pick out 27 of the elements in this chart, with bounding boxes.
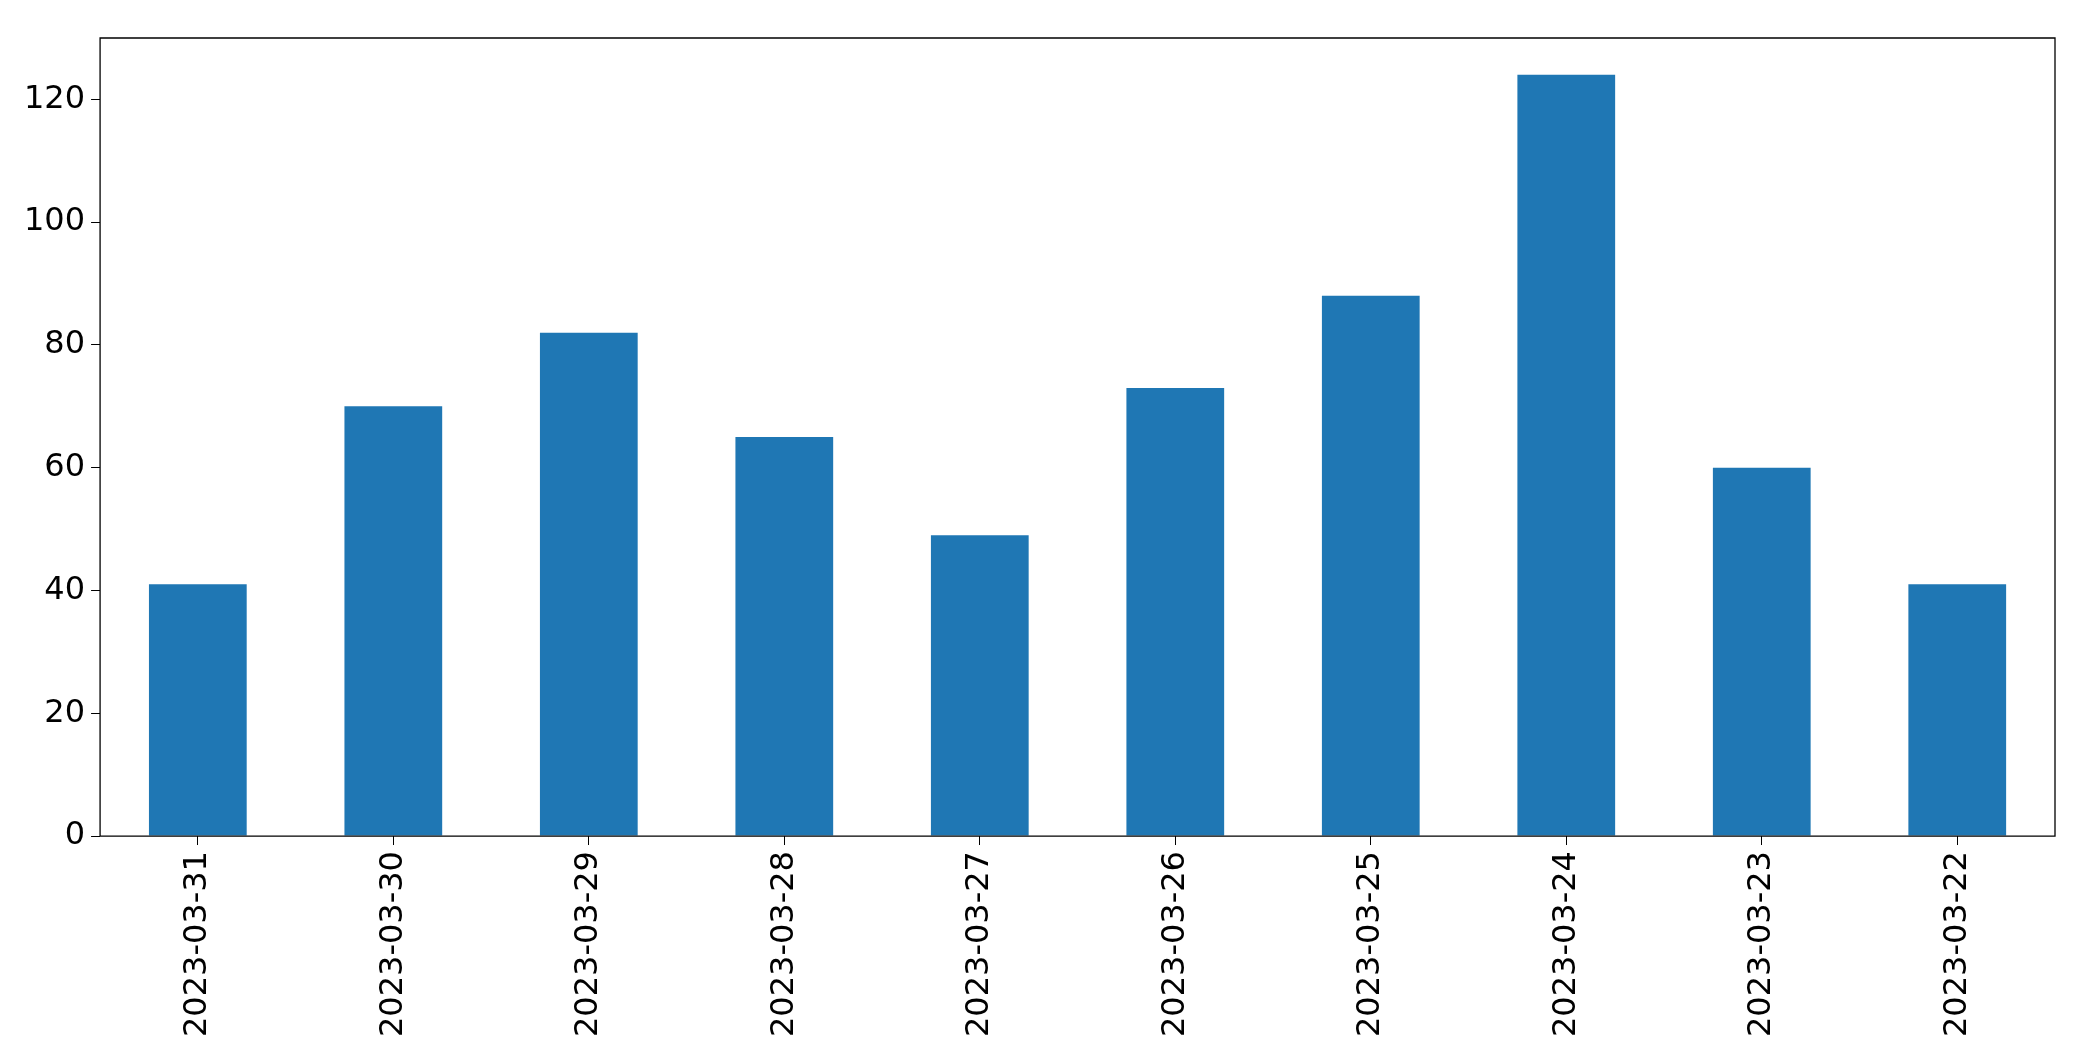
- y-tick-label: 20: [44, 691, 86, 730]
- y-tick-label: 80: [44, 323, 86, 362]
- y-tick-label: 40: [44, 568, 86, 607]
- bar: [735, 437, 834, 836]
- bar: [539, 332, 638, 836]
- y-tick-label: 100: [24, 200, 86, 239]
- bar: [1712, 467, 1811, 836]
- x-tick-label: 2023-03-23: [1740, 851, 1779, 1037]
- bar: [344, 406, 443, 836]
- y-tick-label: 0: [64, 814, 86, 853]
- x-tick-label: 2023-03-25: [1349, 851, 1388, 1037]
- x-tick-label: 2023-03-24: [1544, 851, 1583, 1037]
- bar: [148, 584, 247, 836]
- x-tick-label: 2023-03-29: [567, 851, 606, 1037]
- x-tick-label: 2023-03-27: [958, 851, 997, 1037]
- x-tick-label: 2023-03-26: [1153, 851, 1192, 1037]
- bar: [1126, 387, 1225, 836]
- x-tick-label: 2023-03-30: [371, 851, 410, 1037]
- y-tick-label: 120: [24, 77, 86, 116]
- y-tick-label: 60: [44, 446, 86, 485]
- bar: [1908, 584, 2007, 836]
- x-tick-label: 2023-03-22: [1935, 851, 1974, 1037]
- x-tick-label: 2023-03-28: [762, 851, 801, 1037]
- bar: [930, 535, 1029, 836]
- x-tick-label: 2023-03-31: [176, 851, 215, 1037]
- bar: [1517, 74, 1616, 836]
- bar: [1321, 295, 1420, 836]
